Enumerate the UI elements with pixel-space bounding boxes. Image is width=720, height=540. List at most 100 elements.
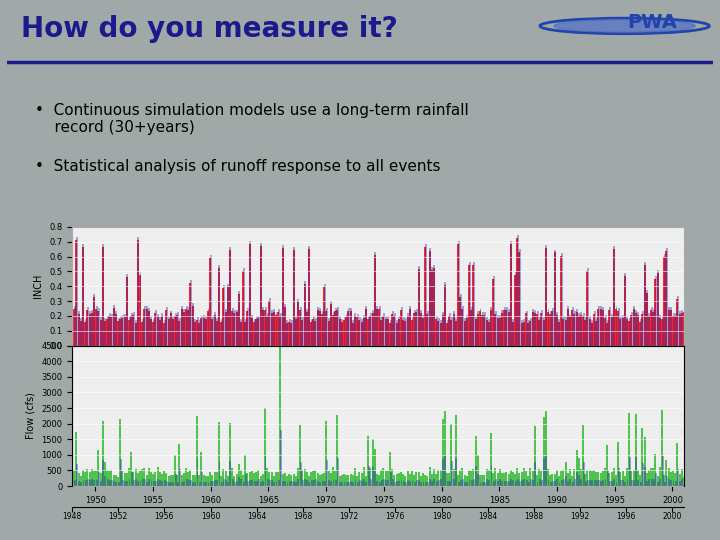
Bar (368, 466, 369, 486)
Bar (422, 318, 424, 346)
Bar (429, 248, 430, 346)
Bar (444, 411, 446, 486)
Bar (225, 309, 226, 346)
Bar (621, 318, 624, 346)
Bar (530, 318, 531, 346)
Bar (605, 479, 606, 486)
Bar (347, 311, 349, 346)
Bar (670, 310, 672, 346)
Bar (282, 245, 283, 346)
Bar (113, 482, 114, 486)
Bar (444, 456, 446, 486)
Bar (137, 473, 139, 486)
Bar (174, 315, 176, 346)
Bar (674, 473, 676, 486)
Bar (80, 476, 82, 486)
Bar (148, 468, 150, 486)
Bar (525, 471, 527, 486)
Bar (600, 481, 601, 486)
Bar (157, 478, 158, 486)
Bar (611, 481, 612, 486)
Bar (545, 456, 546, 486)
Bar (428, 251, 431, 346)
Bar (179, 444, 181, 486)
Bar (210, 472, 211, 486)
Bar (506, 481, 507, 486)
Bar (120, 459, 121, 486)
Bar (609, 307, 610, 346)
Bar (613, 478, 614, 486)
Bar (552, 481, 553, 486)
Bar (372, 310, 373, 346)
Bar (415, 312, 418, 346)
Bar (273, 312, 275, 346)
Bar (420, 313, 422, 346)
Bar (504, 481, 505, 486)
Bar (521, 480, 522, 486)
Bar (391, 469, 393, 486)
Bar (102, 460, 103, 486)
Bar (172, 475, 174, 486)
Bar (335, 308, 336, 346)
Bar (235, 474, 238, 486)
Bar (212, 482, 213, 486)
Bar (341, 319, 342, 346)
Bar (412, 480, 413, 486)
Bar (354, 316, 356, 346)
Bar (374, 255, 376, 346)
Bar (602, 471, 604, 486)
Bar (510, 244, 512, 346)
Bar (185, 468, 187, 486)
Bar (238, 291, 239, 346)
Bar (541, 313, 542, 346)
Bar (462, 309, 464, 346)
Bar (477, 474, 478, 486)
Bar (124, 316, 125, 346)
Bar (483, 315, 485, 346)
Bar (455, 321, 457, 346)
Bar (510, 470, 512, 486)
Bar (405, 482, 406, 486)
Bar (431, 474, 433, 486)
Bar (394, 313, 395, 346)
Bar (479, 475, 481, 486)
Bar (587, 480, 588, 486)
Bar (202, 318, 204, 346)
Bar (663, 476, 665, 486)
Bar (620, 316, 621, 346)
Bar (545, 410, 546, 486)
Bar (398, 316, 400, 346)
Bar (433, 469, 435, 486)
Bar (203, 315, 204, 346)
Bar (382, 316, 384, 346)
Bar (639, 482, 641, 486)
Bar (600, 474, 602, 486)
Bar (91, 310, 92, 346)
Bar (76, 431, 77, 486)
Bar (321, 314, 323, 346)
Bar (267, 479, 268, 486)
Bar (633, 309, 634, 346)
Bar (242, 272, 244, 346)
Bar (293, 247, 294, 346)
Bar (304, 284, 305, 346)
Bar (249, 240, 250, 346)
Bar (113, 475, 114, 486)
Bar (562, 469, 564, 486)
Bar (99, 473, 102, 486)
Bar (523, 319, 524, 346)
Bar (271, 480, 272, 486)
Bar (264, 408, 266, 486)
Bar (539, 317, 540, 346)
Bar (181, 309, 183, 346)
Bar (582, 313, 584, 346)
Bar (437, 470, 439, 486)
Bar (615, 309, 617, 346)
Bar (663, 258, 665, 346)
Bar (312, 471, 314, 486)
Bar (543, 320, 544, 346)
Bar (402, 481, 404, 486)
Bar (293, 481, 294, 486)
Bar (457, 244, 459, 346)
Bar (262, 307, 264, 346)
